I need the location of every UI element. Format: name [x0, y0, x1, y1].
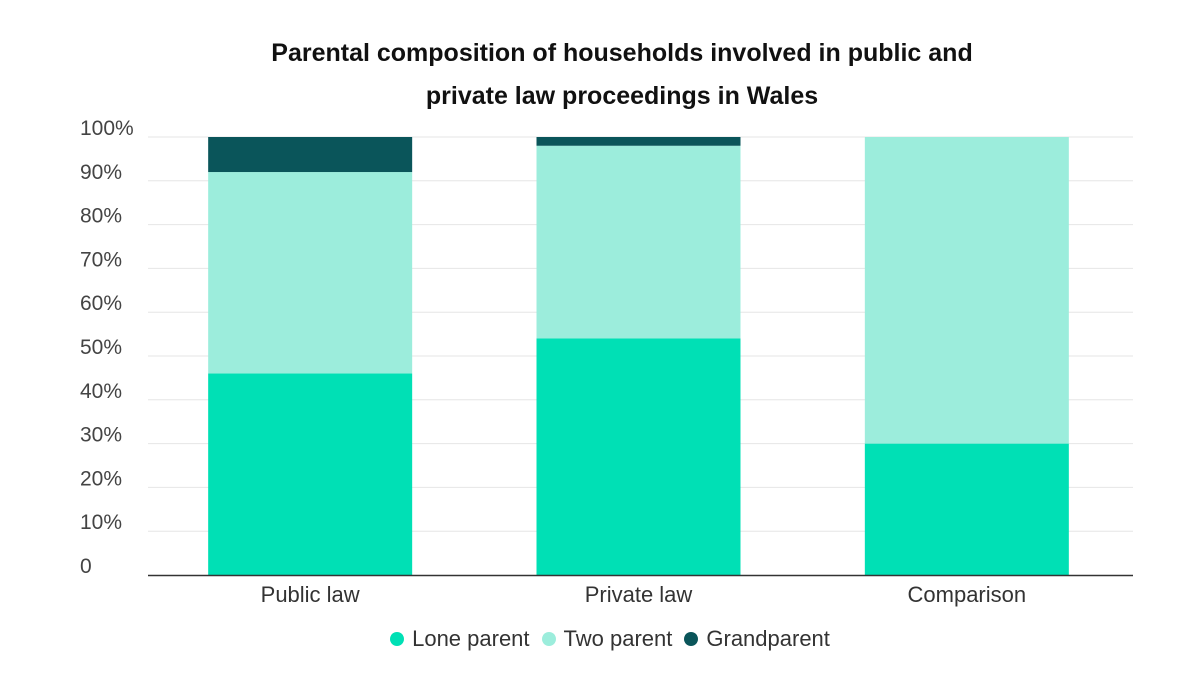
y-tick-label: 0 — [80, 555, 92, 578]
legend-label-lone-parent: Lone parent — [412, 626, 530, 651]
y-tick-label: 70% — [80, 248, 122, 271]
chart-title-line-1: Parental composition of households invol… — [271, 39, 973, 67]
y-tick-label: 80% — [80, 205, 122, 228]
legend-label-two-parent: Two parent — [563, 626, 673, 651]
y-tick-label: 10% — [80, 511, 122, 534]
legend-item-grandparent: Grandparent — [684, 626, 830, 652]
legend-item-two-parent: Two parent — [541, 626, 673, 652]
y-tick-label: 40% — [80, 380, 122, 403]
chart-title-line-2: private law proceedings in Wales — [425, 82, 819, 110]
y-tick-label: 60% — [80, 292, 122, 315]
legend-swatch-lone-parent — [390, 632, 405, 646]
bars — [208, 137, 1069, 575]
bar-segment-two-parent — [208, 172, 413, 374]
bar-segment-lone-parent — [536, 338, 741, 575]
bar-segment-lone-parent — [864, 443, 1069, 575]
chart-title: Parental composition of households invol… — [0, 32, 1204, 118]
y-tick-label: 20% — [80, 467, 122, 490]
legend: Lone parent Two parent Grandparent — [0, 626, 1204, 652]
y-tick-label: 50% — [80, 336, 122, 359]
bar-segment-grandparent — [536, 137, 741, 146]
legend-swatch-grandparent — [684, 632, 699, 646]
x-tick-label: Public law — [261, 582, 360, 607]
x-tick-label: Private law — [585, 582, 693, 607]
bar-segment-two-parent — [536, 145, 741, 339]
legend-item-lone-parent: Lone parent — [390, 626, 530, 652]
bar-segment-two-parent — [864, 137, 1069, 444]
y-axis-tick-labels: 0 10% 20% 30% 40% 50% 60% 70% 80% 90% 100% — [80, 117, 134, 578]
bar-segment-grandparent — [208, 137, 413, 173]
y-tick-label: 100% — [80, 117, 134, 140]
y-tick-label: 30% — [80, 424, 122, 447]
legend-swatch-two-parent — [541, 632, 556, 646]
stacked-bar-chart: 0 10% 20% 30% 40% 50% 60% 70% 80% 90% 100% Public … — [80, 117, 1133, 607]
y-tick-label: 90% — [80, 161, 122, 184]
bar-segment-lone-parent — [208, 373, 413, 575]
x-axis-tick-labels: Public law Private law Comparison — [261, 582, 1026, 607]
legend-label-grandparent: Grandparent — [706, 626, 830, 651]
x-tick-label: Comparison — [908, 582, 1027, 607]
